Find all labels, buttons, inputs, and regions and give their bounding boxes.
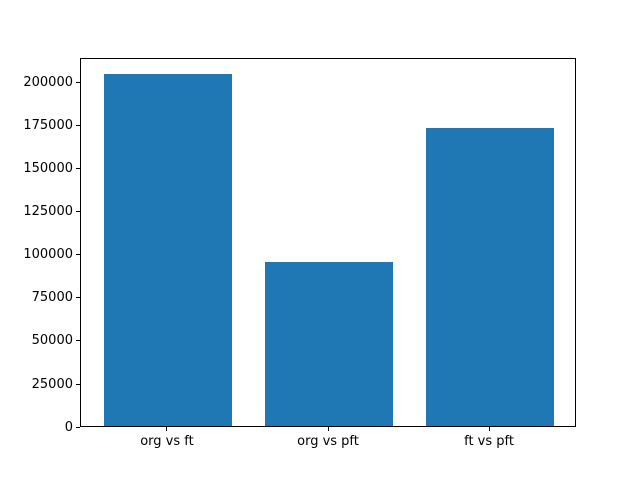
x-axis-tick-mark [327,427,329,432]
bar-org-vs-pft [264,262,394,427]
y-axis-tick-label: 125000 [23,204,73,219]
bar-ft-vs-pft [425,127,555,427]
x-axis-tick-label: org vs pft [297,433,359,449]
x-axis-tick-mark [488,427,490,432]
x-axis-tick-mark [166,427,168,432]
y-axis-tick-mark [76,340,80,342]
y-axis-tick-mark [76,124,80,126]
plot-area [80,57,576,428]
x-axis-tick-label: ft vs pft [464,433,514,449]
x-axis-tick-label: org vs ft [140,433,194,449]
y-axis-tick-mark [76,297,80,299]
y-axis-tick-label: 150000 [23,160,73,176]
y-axis-tick-label: 25000 [31,376,73,392]
y-axis-tick-label: 100000 [23,247,73,263]
y-axis-tick-label: 175000 [23,117,73,133]
bar-org-vs-ft [103,74,233,427]
y-axis-tick-mark [76,254,80,256]
y-axis-tick-label: 50000 [31,333,73,349]
y-axis-tick-mark [76,167,80,169]
y-axis-tick-mark [76,81,80,83]
y-axis-tick-mark [76,211,80,212]
y-axis-tick-label: 0 [64,419,73,435]
y-axis-tick-label: 200000 [23,74,73,90]
y-axis-tick-mark [76,383,80,385]
y-axis-tick-mark [76,426,80,428]
y-axis-tick-label: 75000 [31,290,73,306]
